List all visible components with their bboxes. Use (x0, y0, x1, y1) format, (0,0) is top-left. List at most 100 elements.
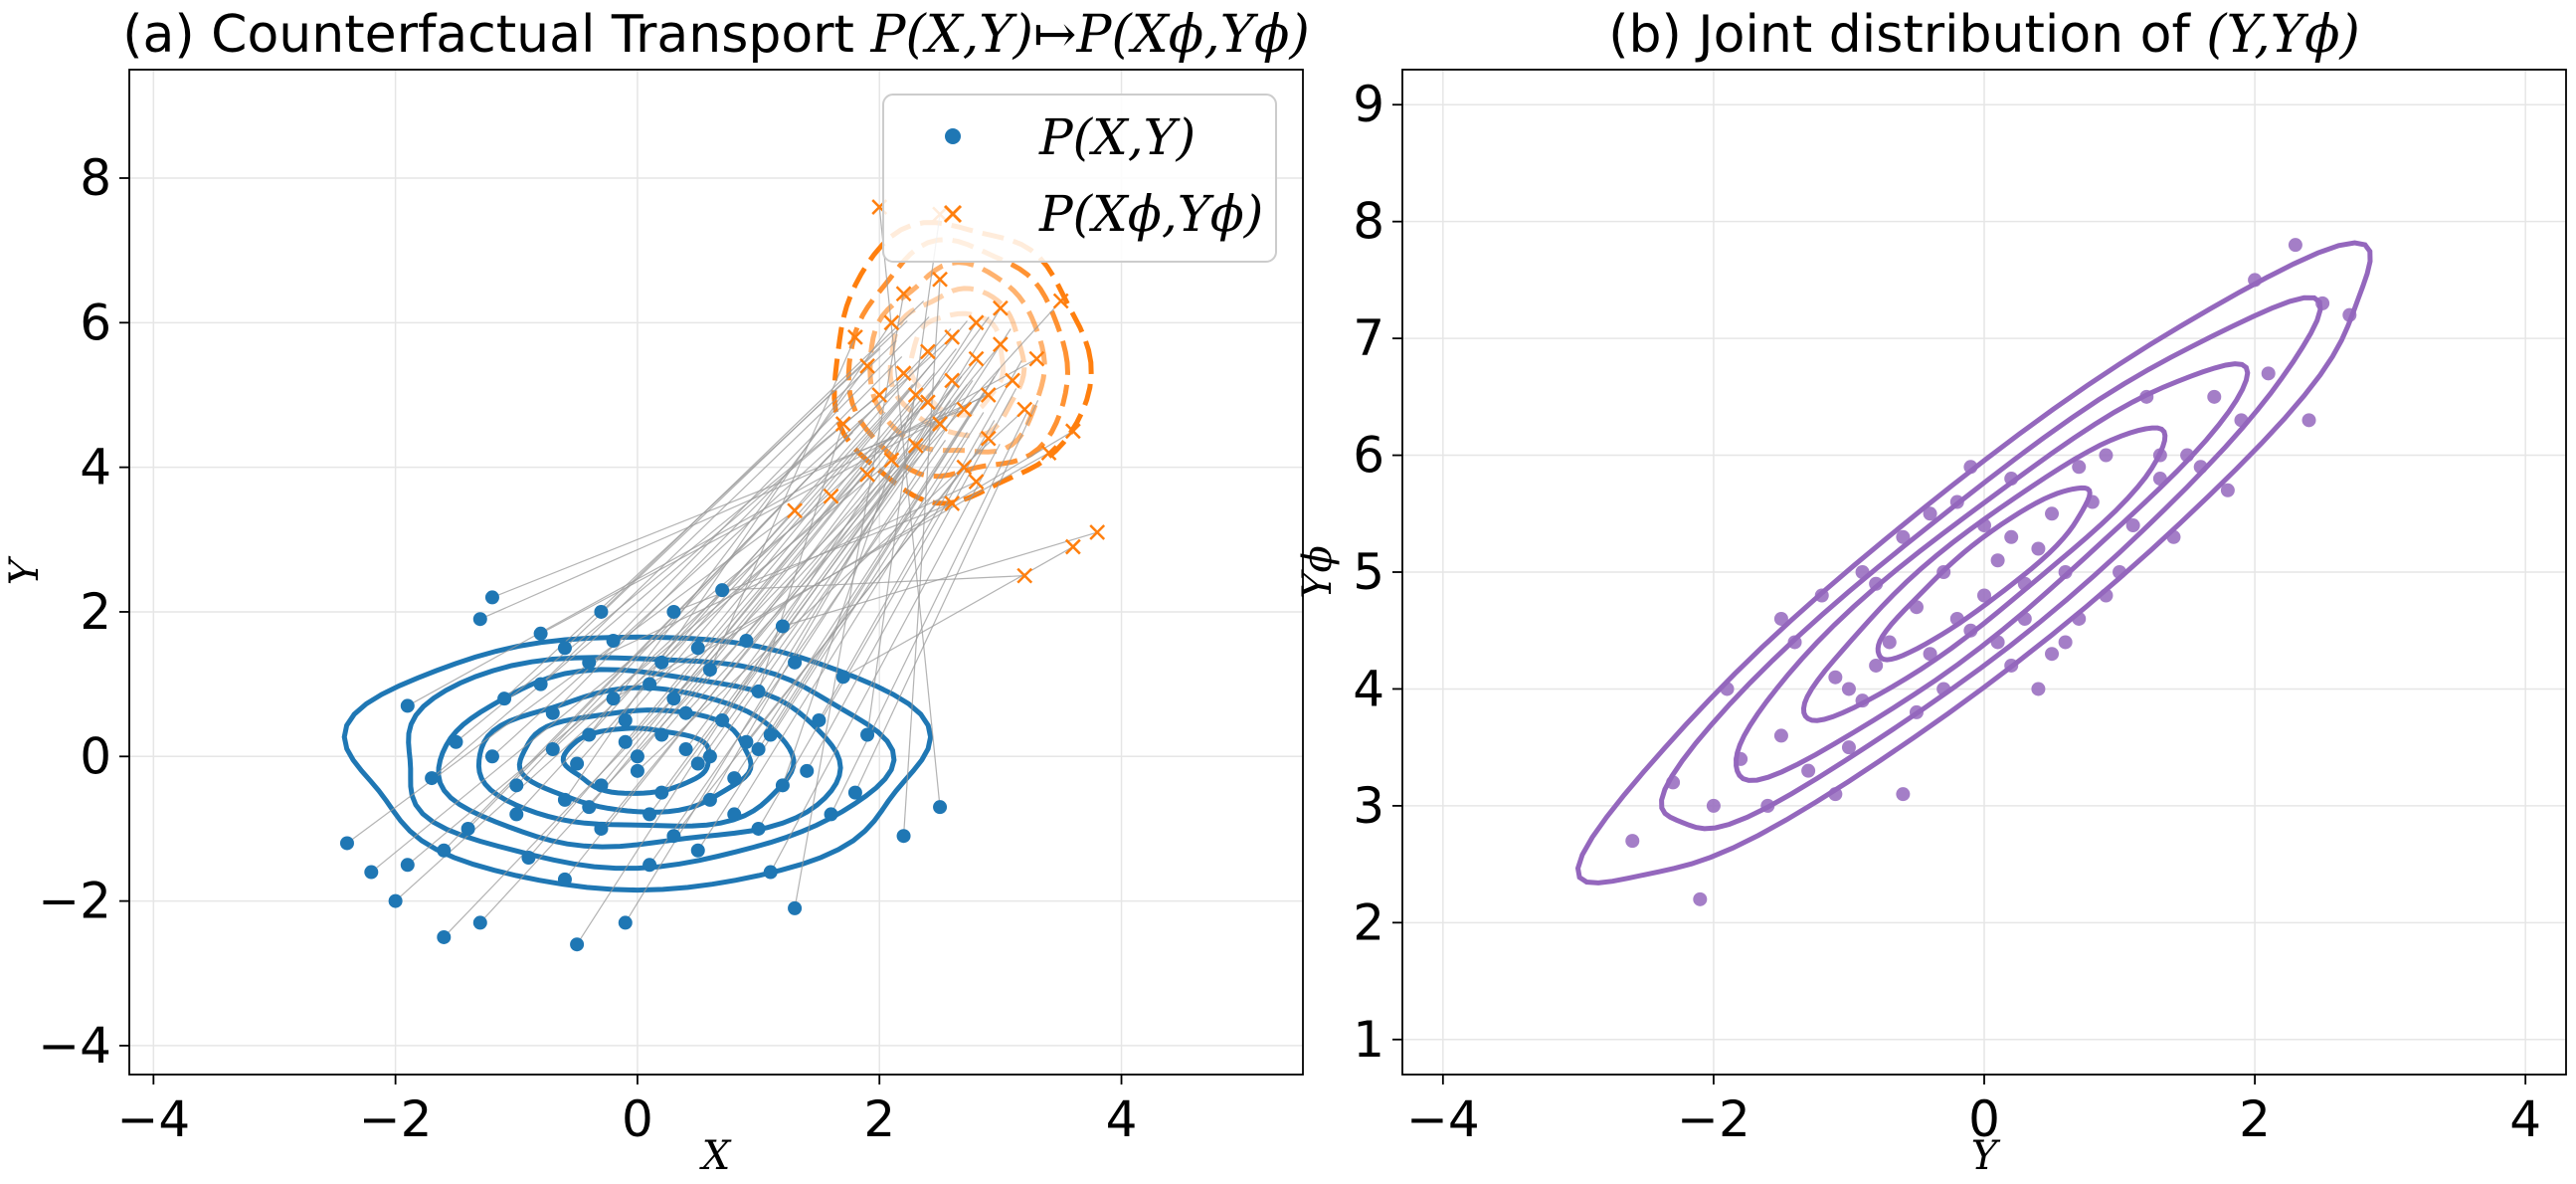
transport-line (515, 350, 929, 786)
transport-line (600, 343, 1002, 830)
joint-point (2004, 472, 2019, 487)
target-point (1016, 567, 1033, 584)
panel-a-y-tick-label: −4 (38, 1017, 111, 1075)
source-point (557, 792, 572, 807)
source-point (654, 655, 669, 670)
source-point (751, 684, 766, 698)
legend-box (882, 94, 1277, 263)
joint-point (2166, 529, 2181, 544)
legend-marker-source (945, 128, 961, 144)
target-point (859, 358, 875, 374)
target-point (1028, 350, 1045, 367)
target-point (907, 437, 924, 454)
joint-point (2058, 635, 2073, 650)
transport-line (540, 340, 897, 686)
source-point (497, 691, 512, 706)
target-point (1016, 401, 1033, 418)
panel-b-x-tick-label: −2 (1677, 1090, 1750, 1148)
source-point (509, 807, 524, 822)
source-point (690, 756, 705, 771)
source-point (812, 712, 827, 727)
source-point (643, 677, 657, 691)
joint-point (2072, 460, 2087, 475)
source-point (570, 937, 585, 952)
transport-line (552, 401, 929, 750)
joint-point (1801, 763, 1816, 778)
joint-point (2193, 460, 2208, 475)
source-point (630, 763, 644, 778)
joint-point (1977, 588, 1991, 603)
target-point (834, 416, 851, 432)
target-point (968, 474, 985, 491)
panel-b-x-tick-label: −4 (1406, 1090, 1480, 1148)
joint-point (2288, 238, 2302, 253)
source-point (678, 705, 693, 720)
source-point (715, 712, 730, 727)
transport-line (770, 444, 1001, 873)
joint-point (2031, 682, 2046, 696)
target-point (883, 314, 900, 331)
panel-b-y-tick-label: 5 (1353, 543, 1384, 601)
source-point (594, 604, 609, 619)
panel-a-x-tick-label: 4 (1106, 1090, 1138, 1148)
transport-line (588, 408, 919, 808)
transport-line (601, 300, 925, 613)
source-point (545, 705, 560, 720)
source-density-contour (341, 634, 934, 893)
source-point (557, 872, 572, 887)
source-point (835, 670, 850, 685)
transport-line (685, 376, 963, 750)
joint-point (2301, 413, 2316, 428)
joint-point (1923, 506, 1937, 521)
target-point (907, 387, 924, 403)
target-point (944, 495, 961, 511)
joint-density-contour (1574, 240, 2373, 886)
source-point (715, 583, 730, 598)
target-point (859, 467, 875, 483)
transport-line (625, 307, 1002, 923)
transport-line (818, 360, 1022, 721)
joint-point (2315, 296, 2330, 310)
source-point (437, 929, 452, 944)
legend-label-source: P(X,Y) (1038, 108, 1196, 166)
source-point (545, 742, 560, 757)
source-point (847, 785, 862, 800)
panel-b-contours (1574, 240, 2373, 886)
panel-a-y-tick-label: 4 (80, 439, 111, 496)
target-point (1089, 524, 1106, 540)
transport-line (370, 495, 831, 874)
joint-point (2099, 448, 2114, 463)
target-point (1064, 538, 1081, 555)
joint-point (1896, 529, 1911, 544)
legend-marker-target (943, 204, 963, 224)
panel-b-y-tick-label: 4 (1353, 660, 1384, 717)
transport-line (830, 412, 1028, 815)
source-point (364, 865, 379, 880)
target-point (883, 452, 900, 469)
transport-line (733, 412, 985, 815)
joint-point (2004, 529, 2019, 544)
joint-point (1923, 647, 1937, 662)
source-point (788, 655, 803, 670)
transport-line (648, 412, 947, 815)
panel-b-y-tick-label: 3 (1353, 777, 1384, 835)
source-point (582, 800, 597, 815)
source-point (582, 655, 597, 670)
transport-line (564, 320, 908, 649)
source-point (472, 612, 487, 627)
transport-line (613, 316, 930, 642)
joint-point (1706, 798, 1721, 813)
joint-point (1936, 565, 1951, 579)
source-point (751, 821, 766, 836)
panel-b-y-tick-label: 1 (1353, 1011, 1384, 1069)
joint-point (1828, 670, 1843, 685)
target-point (968, 350, 985, 367)
joint-point (2234, 413, 2249, 428)
joint-point (1869, 658, 1884, 673)
source-point (690, 641, 705, 656)
joint-point (1936, 682, 1951, 696)
joint-point (2072, 611, 2087, 626)
panel-b-x-tick-label: 2 (2239, 1090, 2271, 1148)
joint-point (1963, 460, 1978, 475)
joint-point (1963, 623, 1978, 638)
